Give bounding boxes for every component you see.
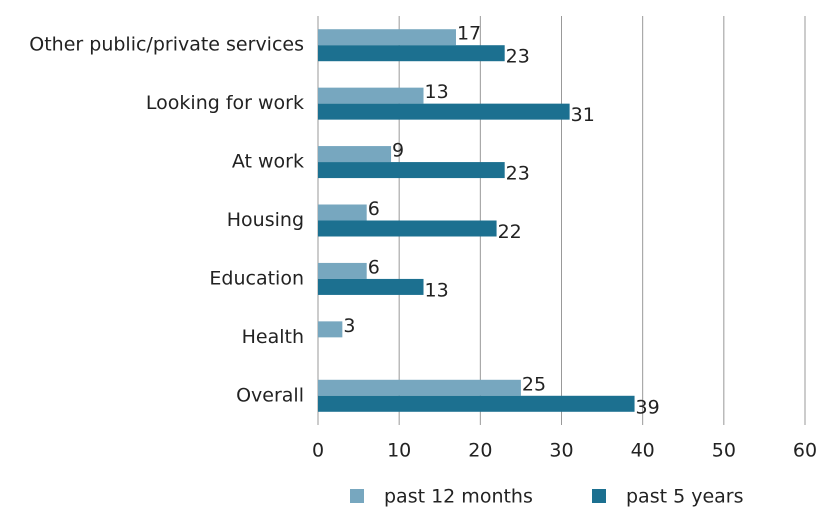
legend-label: past 5 years (626, 486, 744, 508)
y-tick-label: Looking for work (146, 92, 304, 114)
x-tick-label: 40 (631, 440, 655, 462)
value-label: 23 (506, 163, 530, 185)
value-label: 13 (425, 279, 449, 301)
x-tick-label: 0 (312, 440, 324, 462)
value-label: 6 (368, 256, 380, 278)
legend-label: past 12 months (384, 486, 533, 508)
x-tick-label: 20 (468, 440, 492, 462)
bar (318, 87, 424, 104)
bar (318, 278, 424, 295)
bar (318, 262, 367, 279)
x-tick-label: 30 (549, 440, 573, 462)
value-label: 22 (498, 221, 522, 243)
x-tick-label: 60 (793, 440, 817, 462)
value-label: 39 (636, 396, 660, 418)
y-tick-label: Health (242, 326, 304, 348)
y-tick-label: At work (232, 151, 304, 173)
value-label: 9 (392, 140, 404, 162)
bar (318, 379, 521, 396)
bar (318, 162, 505, 179)
y-tick-label: Housing (227, 209, 304, 231)
legend-swatch (350, 489, 364, 503)
value-label: 3 (343, 315, 355, 337)
value-label: 25 (522, 373, 546, 395)
value-label: 17 (457, 23, 481, 45)
x-tick-label: 10 (387, 440, 411, 462)
bar (318, 146, 392, 163)
bar (318, 220, 497, 237)
y-tick-label: Other public/private services (29, 34, 304, 56)
value-label: 23 (506, 46, 530, 68)
x-tick-label: 50 (712, 440, 736, 462)
bar (318, 204, 367, 221)
bar (318, 321, 343, 338)
bar (318, 103, 570, 120)
bar (318, 395, 635, 412)
value-label: 31 (571, 104, 595, 126)
bar (318, 29, 456, 46)
y-tick-label: Overall (236, 384, 304, 406)
value-label: 6 (368, 198, 380, 220)
bar (318, 45, 505, 62)
value-label: 13 (425, 81, 449, 103)
y-tick-label: Education (209, 267, 304, 289)
legend-swatch (592, 489, 606, 503)
